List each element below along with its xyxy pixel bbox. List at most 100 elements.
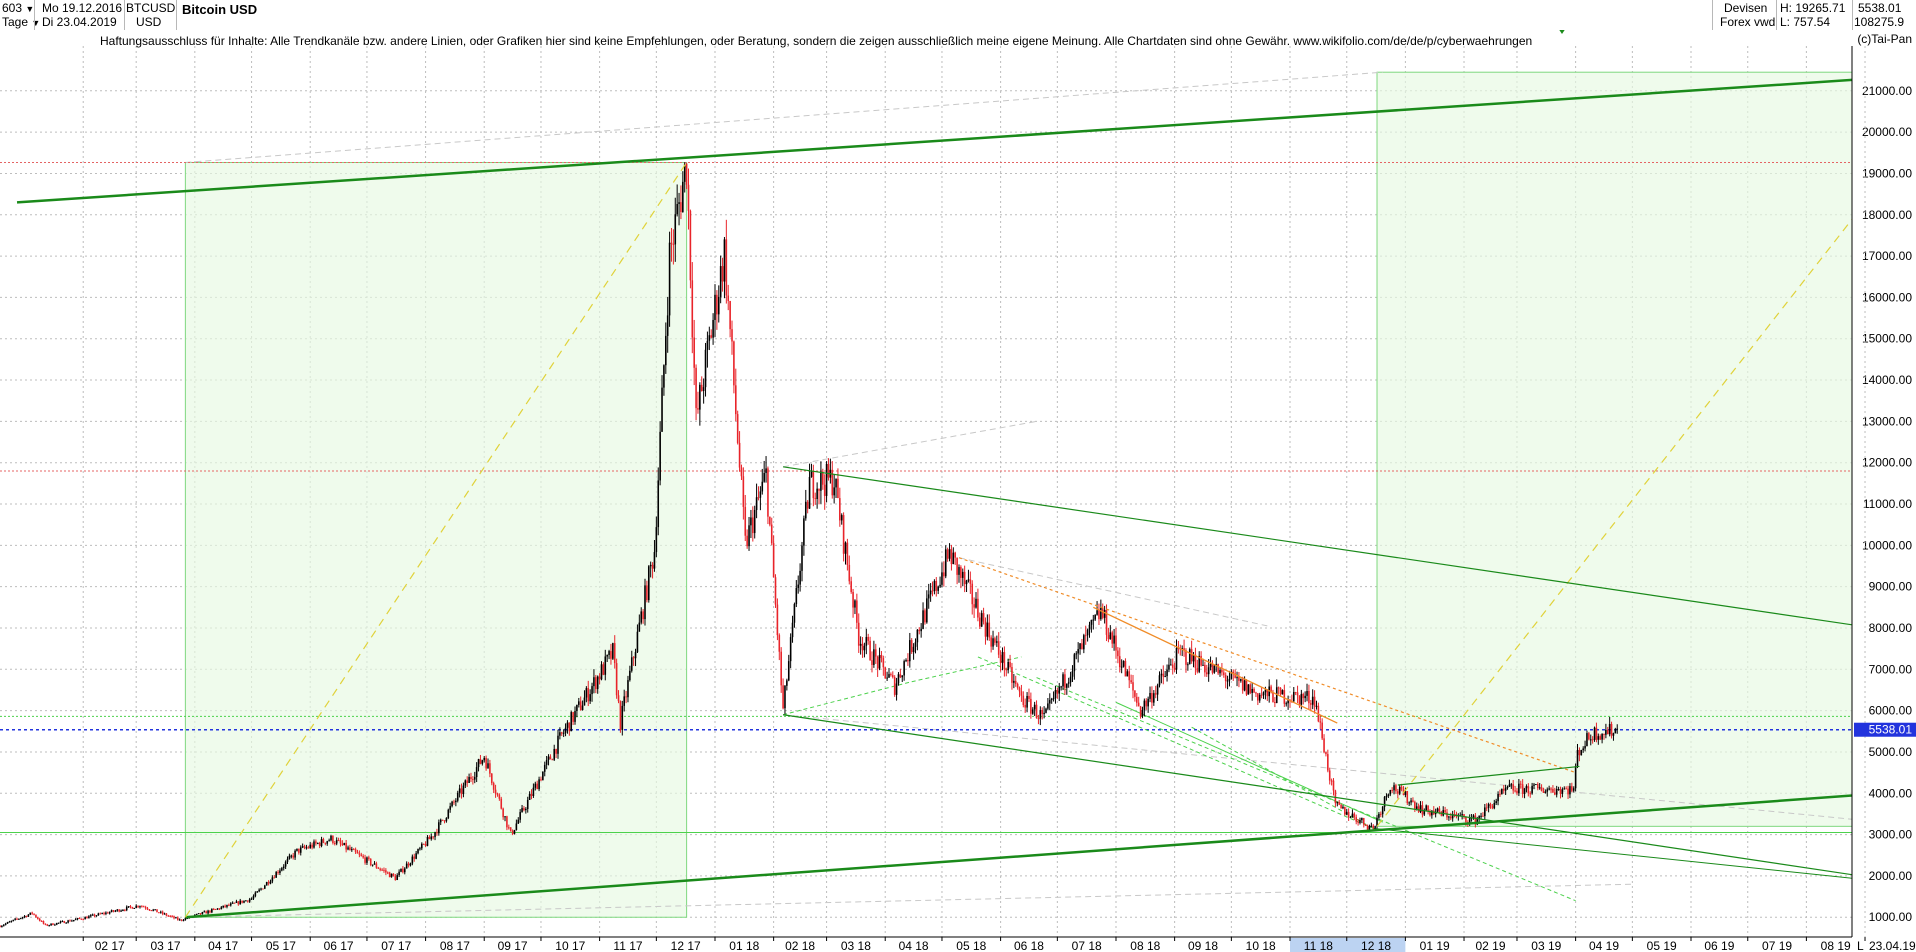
candle-body xyxy=(540,779,542,781)
candle-body xyxy=(778,635,781,652)
candle-body xyxy=(787,661,790,681)
candle-body xyxy=(199,913,202,915)
candle-body xyxy=(1064,674,1066,688)
y-tick-label: 18000.00 xyxy=(1862,208,1912,222)
candle-body xyxy=(402,868,404,873)
y-tick-label: 7000.00 xyxy=(1869,662,1913,676)
candle-body xyxy=(1111,632,1114,644)
chevron-down-icon[interactable]: ▼ xyxy=(31,18,41,28)
candle-body xyxy=(1292,692,1295,702)
candle-body xyxy=(1606,729,1609,735)
candle-body xyxy=(48,925,50,927)
y-tick-label: 12000.00 xyxy=(1862,456,1912,470)
candle-body xyxy=(954,552,957,558)
candle-body xyxy=(107,912,109,914)
candle-body xyxy=(1525,786,1528,789)
candle-body xyxy=(666,315,669,336)
period-select[interactable]: Tage ▼ xyxy=(2,15,40,30)
divider xyxy=(1712,0,1713,30)
candle-body xyxy=(1330,780,1333,782)
candle-body xyxy=(731,329,733,342)
candle-body xyxy=(1565,788,1567,790)
candle-body xyxy=(262,888,264,890)
candle-body xyxy=(702,387,705,391)
candle-body xyxy=(246,900,249,902)
candle-body xyxy=(390,873,393,878)
candle-body xyxy=(816,488,818,500)
candle-body xyxy=(1364,824,1367,826)
candle-body xyxy=(129,906,132,908)
candle-body xyxy=(1137,702,1140,707)
candle-body xyxy=(443,820,446,822)
candle-body xyxy=(808,476,811,509)
candle-body xyxy=(1092,619,1095,621)
candle-body xyxy=(623,696,625,706)
candle-body xyxy=(1153,693,1155,703)
y-tick-label: 4000.00 xyxy=(1869,786,1913,800)
date-to[interactable]: Di 23.04.2019 xyxy=(42,15,117,29)
candle-body xyxy=(770,524,773,544)
candle-body xyxy=(492,783,495,790)
candle-body xyxy=(992,638,994,647)
candle-body xyxy=(893,677,896,695)
candle-body xyxy=(1287,699,1289,704)
candle-body xyxy=(727,295,730,301)
candle-body xyxy=(1485,807,1488,809)
x-tick-label: 10 18 xyxy=(1246,939,1276,952)
candle-body xyxy=(1387,794,1390,796)
candle-body xyxy=(103,913,105,915)
candle-body xyxy=(1588,733,1590,740)
candle-body xyxy=(59,921,62,923)
candle-body xyxy=(1149,692,1151,699)
candle-body xyxy=(424,844,427,846)
candle-body xyxy=(186,918,189,920)
candle-body xyxy=(298,848,300,853)
candle-body xyxy=(1194,654,1197,668)
candle-body xyxy=(502,808,504,818)
chevron-down-icon[interactable]: ▼ xyxy=(25,4,35,14)
candle-body xyxy=(1192,654,1195,662)
candle-body xyxy=(307,847,310,849)
candle-body xyxy=(1062,674,1064,687)
candle-body xyxy=(156,909,158,913)
candle-body xyxy=(1139,706,1142,717)
candle-body xyxy=(912,646,915,653)
candle-body xyxy=(1024,704,1026,708)
candle-body xyxy=(473,777,476,780)
divider xyxy=(1852,0,1853,30)
candle-body xyxy=(1143,700,1146,711)
candle-body xyxy=(946,549,949,559)
candle-body xyxy=(1584,745,1586,749)
candle-body xyxy=(1589,739,1592,741)
candle-body xyxy=(1,925,3,928)
candle-body xyxy=(738,442,741,468)
candle-body xyxy=(1258,694,1261,701)
candle-body xyxy=(670,242,673,244)
candle-body xyxy=(1504,787,1507,791)
candle-body xyxy=(439,819,442,823)
candle-body xyxy=(874,649,877,657)
candle-body xyxy=(850,581,852,592)
date-from[interactable]: Mo 19.12.2016 xyxy=(42,1,123,15)
trendline xyxy=(1376,218,1852,827)
candle-body xyxy=(42,921,45,924)
chart-title: Bitcoin USD xyxy=(182,2,258,17)
candle-body xyxy=(699,384,701,410)
chart-id[interactable]: 603 ▼ xyxy=(2,1,34,16)
candle-body xyxy=(1183,648,1185,651)
candle-body xyxy=(1279,687,1282,695)
candle-body xyxy=(379,868,381,870)
candle-body xyxy=(1241,679,1244,691)
candle-body xyxy=(557,735,559,754)
candle-body xyxy=(598,676,601,680)
candle-body xyxy=(1463,814,1465,817)
candle-body xyxy=(286,858,289,862)
candle-body xyxy=(1249,684,1252,693)
candle-body xyxy=(504,816,506,818)
candle-body xyxy=(1190,649,1193,662)
candle-body xyxy=(453,801,455,803)
candle-body xyxy=(717,296,720,315)
candle-body xyxy=(1599,736,1602,740)
candle-body xyxy=(1436,808,1439,812)
